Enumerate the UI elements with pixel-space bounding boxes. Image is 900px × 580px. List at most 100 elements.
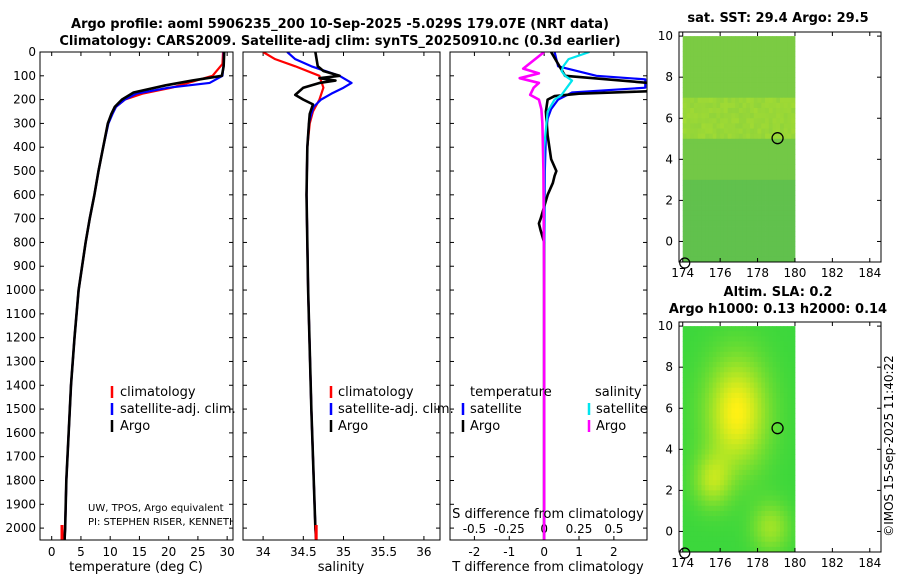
map-cell [723, 454, 729, 460]
map-cell [768, 66, 773, 73]
map-cell [686, 92, 691, 99]
map-cell [761, 87, 766, 93]
map-cell [738, 439, 743, 445]
map-cell [787, 459, 792, 466]
map-cell [787, 346, 792, 353]
map-cell [787, 184, 792, 191]
map-cell [783, 66, 788, 73]
map-cell [783, 362, 788, 368]
map-cell [768, 72, 773, 78]
map-cell [791, 102, 796, 109]
map-cell [708, 392, 714, 399]
map-cell [701, 236, 706, 242]
map-cell [712, 169, 717, 176]
map-cell [768, 433, 773, 440]
map-cell [757, 107, 762, 114]
map-cell [705, 231, 710, 237]
map-cell [761, 362, 766, 368]
map-cell [787, 220, 792, 227]
map-cell [690, 408, 695, 414]
map-cell [701, 118, 706, 124]
map-cell [697, 215, 702, 222]
map-cell [746, 210, 751, 217]
map-cell [701, 133, 706, 140]
map-cell [768, 184, 773, 191]
map-cell [776, 444, 781, 450]
map-cell [738, 46, 743, 52]
map-cell [720, 500, 725, 507]
map-cell [753, 336, 758, 342]
map-cell [757, 510, 762, 517]
map-cell [697, 210, 702, 217]
map-cell [746, 159, 751, 165]
map-cell [708, 362, 714, 368]
map-cell [750, 326, 755, 332]
map-cell [757, 500, 762, 507]
map-cell [735, 485, 740, 491]
map-cell [750, 241, 755, 247]
map-cell [761, 72, 766, 78]
map-cell [697, 205, 702, 212]
map-cell [787, 87, 792, 93]
map-cell [697, 56, 702, 63]
map-cell [723, 184, 729, 191]
map-cell [731, 174, 736, 181]
map-cell [765, 377, 770, 383]
map-cell [712, 403, 717, 409]
map-cell [761, 531, 766, 537]
map-cell [731, 351, 736, 358]
map-cell [772, 367, 777, 373]
map-cell [723, 336, 729, 342]
map-cell [750, 439, 755, 445]
map-cell [712, 118, 717, 124]
map-cell [772, 133, 777, 140]
map-cell [690, 184, 695, 191]
map-cell [746, 113, 751, 119]
map-cell [787, 72, 792, 78]
map-cell [693, 154, 699, 160]
map-cell [750, 164, 755, 170]
map-cell [742, 331, 747, 337]
map-cell [708, 154, 714, 160]
map-cell [727, 107, 732, 114]
map-cell [742, 82, 747, 88]
map-cell [787, 464, 792, 471]
map-cell [682, 154, 687, 160]
map-cell [780, 251, 785, 258]
map-cell [772, 510, 777, 517]
map-cell [682, 346, 687, 353]
map-cell [705, 500, 710, 507]
map-cell [682, 190, 687, 196]
y-tick-label: 1800 [5, 473, 36, 487]
map-cell [720, 413, 725, 419]
difference-lines [518, 52, 647, 540]
map-cell [682, 387, 687, 394]
map-cell [787, 413, 792, 419]
map-cell [716, 423, 721, 430]
map-cell [705, 159, 710, 165]
legend-label-temp-satellite: satellite [470, 402, 522, 417]
map-cell [776, 36, 781, 42]
map-cell [783, 128, 788, 135]
map-cell [742, 77, 747, 83]
map-cell [727, 526, 732, 532]
map-cell [768, 82, 773, 88]
map-cell [787, 521, 792, 527]
map-cell [712, 413, 717, 419]
map-cell [783, 326, 788, 332]
map-cell [690, 444, 695, 450]
map-cell [738, 459, 743, 466]
map-cell [776, 46, 781, 52]
map-cell [716, 82, 721, 88]
map-cell [738, 220, 743, 227]
map-cell [697, 505, 702, 512]
map-cell [735, 433, 740, 440]
map-cell [701, 439, 706, 445]
map-cell [723, 92, 729, 99]
map-cell [682, 87, 687, 93]
map-cell [780, 377, 785, 383]
map-cell [787, 215, 792, 222]
map-cell [772, 200, 777, 206]
map-cell [731, 210, 736, 217]
map-cell [776, 418, 781, 425]
